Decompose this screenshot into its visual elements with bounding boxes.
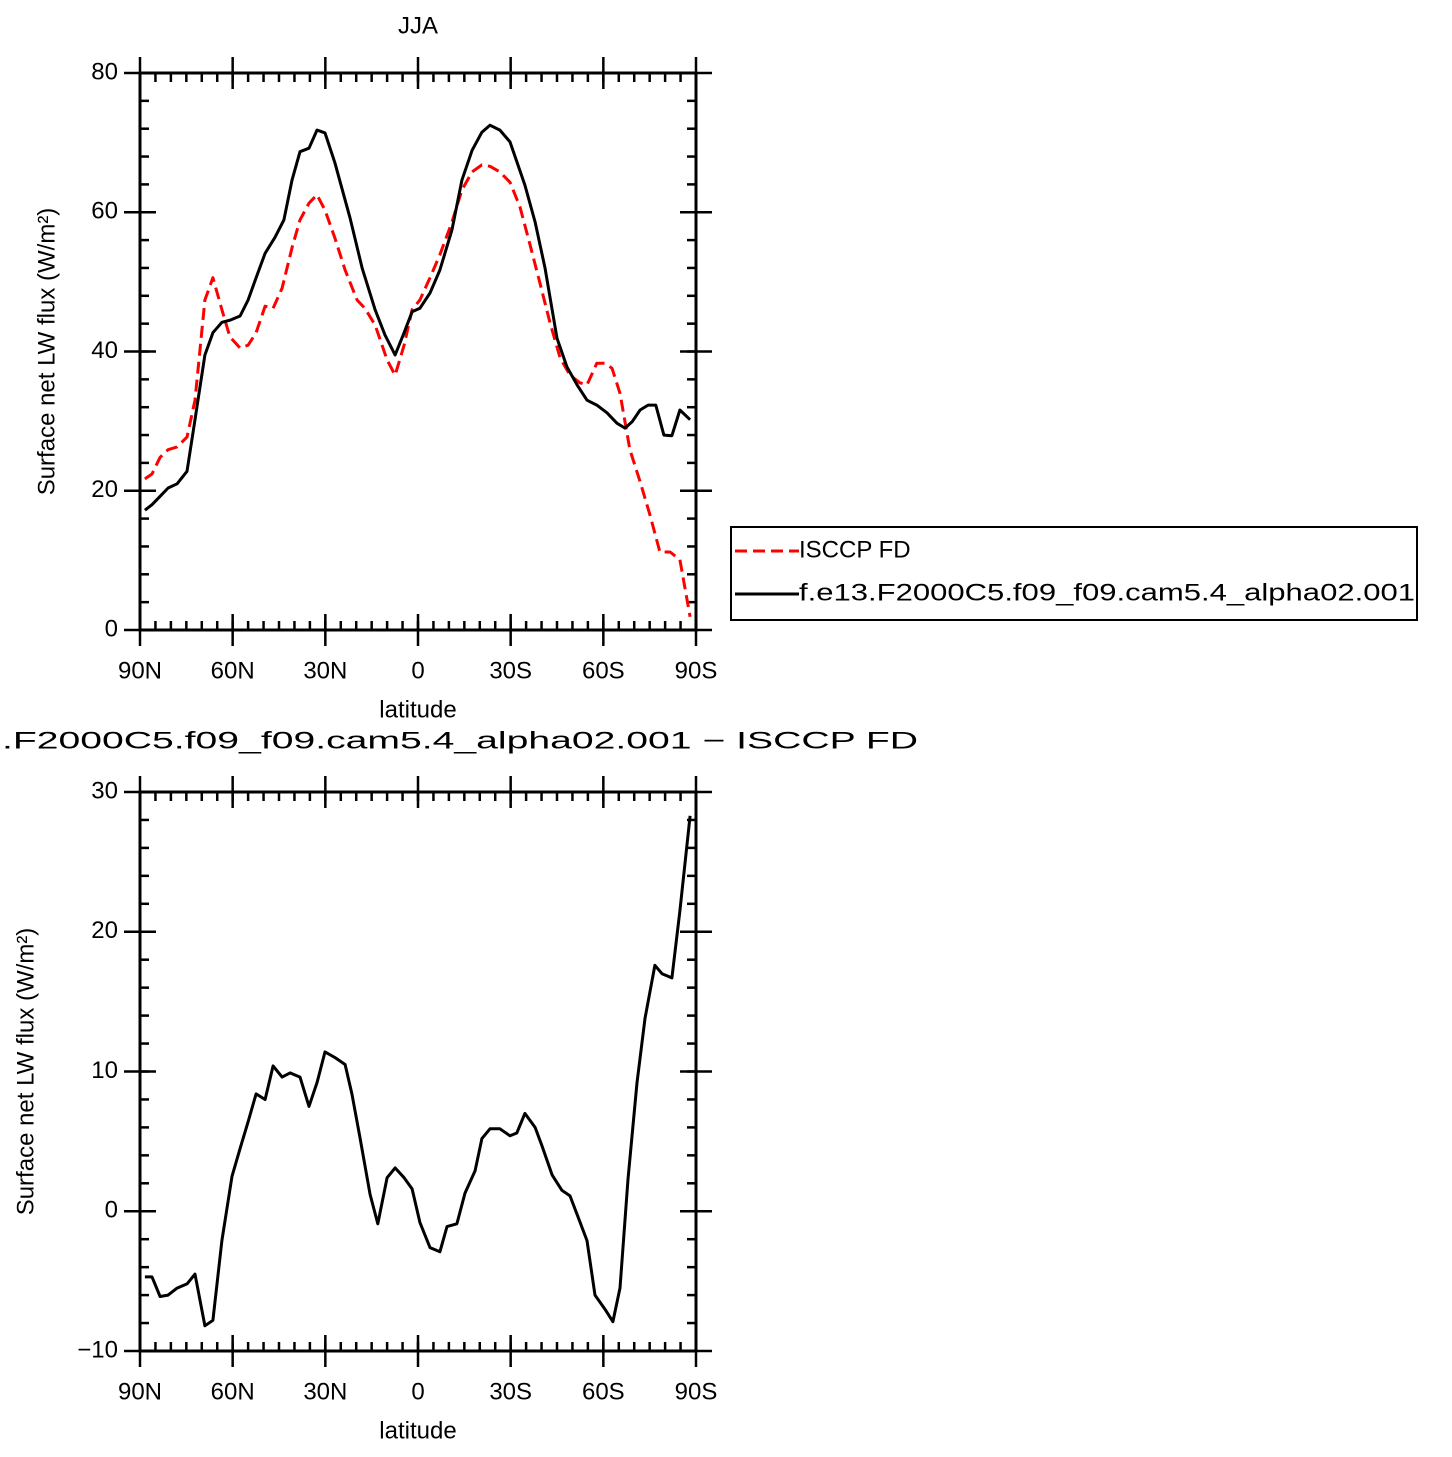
x-tick-label: 30N	[303, 657, 347, 684]
y-tick-label: 60	[91, 198, 118, 225]
y-axis-title: Surface net LW flux (W/m²)	[12, 928, 39, 1216]
chart-title: .F2000C5.f09_f09.cam5.4_alpha02.001 − IS…	[2, 727, 918, 754]
x-tick-label: 0	[411, 657, 424, 684]
y-tick-label: 0	[105, 1197, 118, 1224]
data-line	[144, 815, 692, 1328]
plot-frame	[138, 790, 698, 1353]
x-tick-label: 60S	[582, 657, 625, 684]
y-tick-label: 0	[105, 615, 118, 642]
x-tick-label: 90N	[118, 1378, 162, 1405]
plot-frame	[138, 71, 698, 632]
x-tick-label: 60S	[582, 1378, 625, 1405]
y-tick-label: 30	[91, 777, 118, 804]
x-tick-label: 30S	[489, 1378, 532, 1405]
x-tick-label: 60N	[211, 1378, 255, 1405]
legend-label: f.e13.F2000C5.f09_f09.cam5.4_alpha02.001	[799, 579, 1415, 606]
y-tick-label: −10	[77, 1336, 118, 1363]
y-tick-label: 20	[91, 476, 118, 503]
x-tick-label: 90N	[118, 657, 162, 684]
x-tick-label: 90S	[675, 657, 718, 684]
x-tick-label: 30N	[303, 1378, 347, 1405]
x-tick-label: 60N	[211, 657, 255, 684]
x-tick-label: 0	[411, 1378, 424, 1405]
y-tick-label: 20	[91, 917, 118, 944]
y-axis-title: Surface net LW flux (W/m²)	[33, 208, 60, 496]
x-tick-label: 30S	[489, 657, 532, 684]
legend-box	[730, 526, 1418, 621]
x-axis-title: latitude	[379, 1417, 456, 1444]
y-tick-label: 80	[91, 58, 118, 85]
y-tick-label: 40	[91, 337, 118, 364]
data-line	[144, 163, 692, 618]
legend-label: ISCCP FD	[799, 536, 911, 563]
x-axis-title: latitude	[379, 696, 456, 723]
chart-title: JJA	[398, 12, 438, 39]
data-line	[143, 123, 692, 512]
y-tick-label: 10	[91, 1057, 118, 1084]
x-tick-label: 90S	[675, 1378, 718, 1405]
